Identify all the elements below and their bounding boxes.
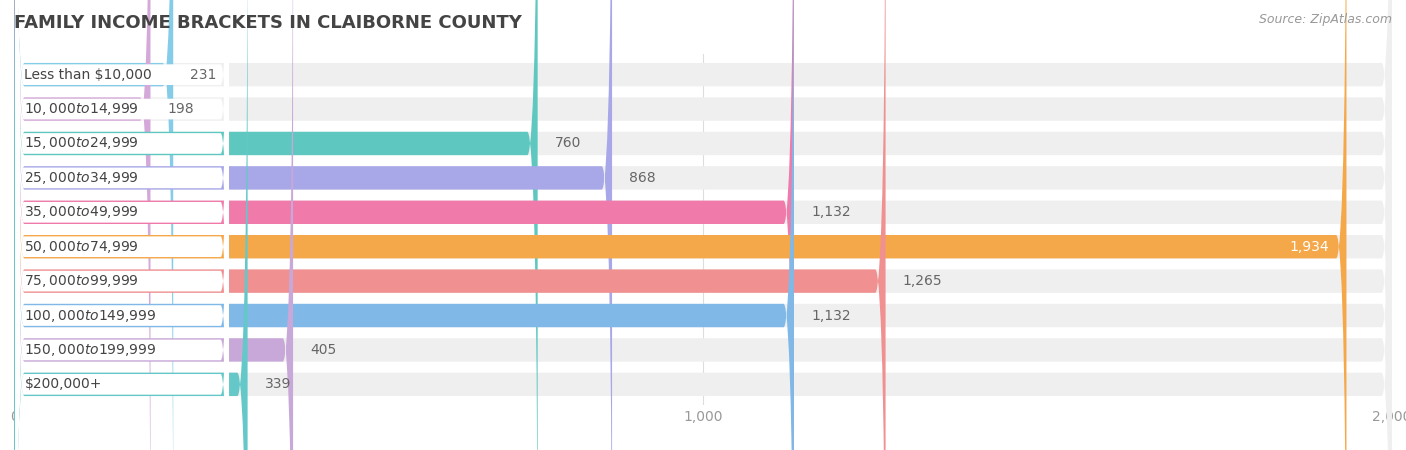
- FancyBboxPatch shape: [14, 0, 1392, 450]
- Text: 231: 231: [190, 68, 217, 81]
- Text: $35,000 to $49,999: $35,000 to $49,999: [24, 204, 139, 220]
- FancyBboxPatch shape: [15, 0, 229, 450]
- Text: 1,132: 1,132: [811, 309, 851, 323]
- FancyBboxPatch shape: [14, 0, 1392, 450]
- FancyBboxPatch shape: [14, 0, 612, 450]
- FancyBboxPatch shape: [14, 0, 1392, 450]
- Text: 1,934: 1,934: [1289, 240, 1329, 254]
- FancyBboxPatch shape: [15, 0, 229, 450]
- FancyBboxPatch shape: [14, 0, 1347, 450]
- FancyBboxPatch shape: [14, 0, 1392, 450]
- FancyBboxPatch shape: [15, 0, 229, 450]
- Text: 868: 868: [630, 171, 657, 185]
- FancyBboxPatch shape: [15, 0, 229, 450]
- FancyBboxPatch shape: [15, 0, 229, 450]
- FancyBboxPatch shape: [15, 0, 229, 450]
- Text: $100,000 to $149,999: $100,000 to $149,999: [24, 307, 157, 324]
- Text: 339: 339: [264, 378, 291, 392]
- FancyBboxPatch shape: [15, 0, 229, 450]
- Text: $50,000 to $74,999: $50,000 to $74,999: [24, 238, 139, 255]
- FancyBboxPatch shape: [15, 0, 229, 450]
- FancyBboxPatch shape: [14, 0, 794, 450]
- FancyBboxPatch shape: [14, 0, 1392, 450]
- Text: FAMILY INCOME BRACKETS IN CLAIBORNE COUNTY: FAMILY INCOME BRACKETS IN CLAIBORNE COUN…: [14, 14, 522, 32]
- FancyBboxPatch shape: [14, 0, 1392, 450]
- FancyBboxPatch shape: [15, 0, 229, 450]
- Text: $200,000+: $200,000+: [24, 378, 101, 392]
- FancyBboxPatch shape: [14, 0, 886, 450]
- Text: 405: 405: [311, 343, 336, 357]
- FancyBboxPatch shape: [14, 0, 1392, 450]
- FancyBboxPatch shape: [14, 0, 1392, 450]
- Text: Less than $10,000: Less than $10,000: [24, 68, 152, 81]
- FancyBboxPatch shape: [14, 0, 173, 450]
- FancyBboxPatch shape: [14, 0, 1392, 450]
- Text: $150,000 to $199,999: $150,000 to $199,999: [24, 342, 157, 358]
- FancyBboxPatch shape: [14, 0, 1392, 450]
- Text: $15,000 to $24,999: $15,000 to $24,999: [24, 135, 139, 152]
- Text: 1,132: 1,132: [811, 205, 851, 219]
- FancyBboxPatch shape: [15, 0, 229, 450]
- Text: $10,000 to $14,999: $10,000 to $14,999: [24, 101, 139, 117]
- FancyBboxPatch shape: [14, 0, 794, 450]
- FancyBboxPatch shape: [14, 0, 150, 450]
- FancyBboxPatch shape: [14, 0, 537, 450]
- Text: 1,265: 1,265: [903, 274, 942, 288]
- Text: $75,000 to $99,999: $75,000 to $99,999: [24, 273, 139, 289]
- Text: 760: 760: [555, 136, 581, 150]
- FancyBboxPatch shape: [14, 0, 292, 450]
- Text: Source: ZipAtlas.com: Source: ZipAtlas.com: [1258, 14, 1392, 27]
- FancyBboxPatch shape: [14, 0, 247, 450]
- Text: 198: 198: [167, 102, 194, 116]
- Text: $25,000 to $34,999: $25,000 to $34,999: [24, 170, 139, 186]
